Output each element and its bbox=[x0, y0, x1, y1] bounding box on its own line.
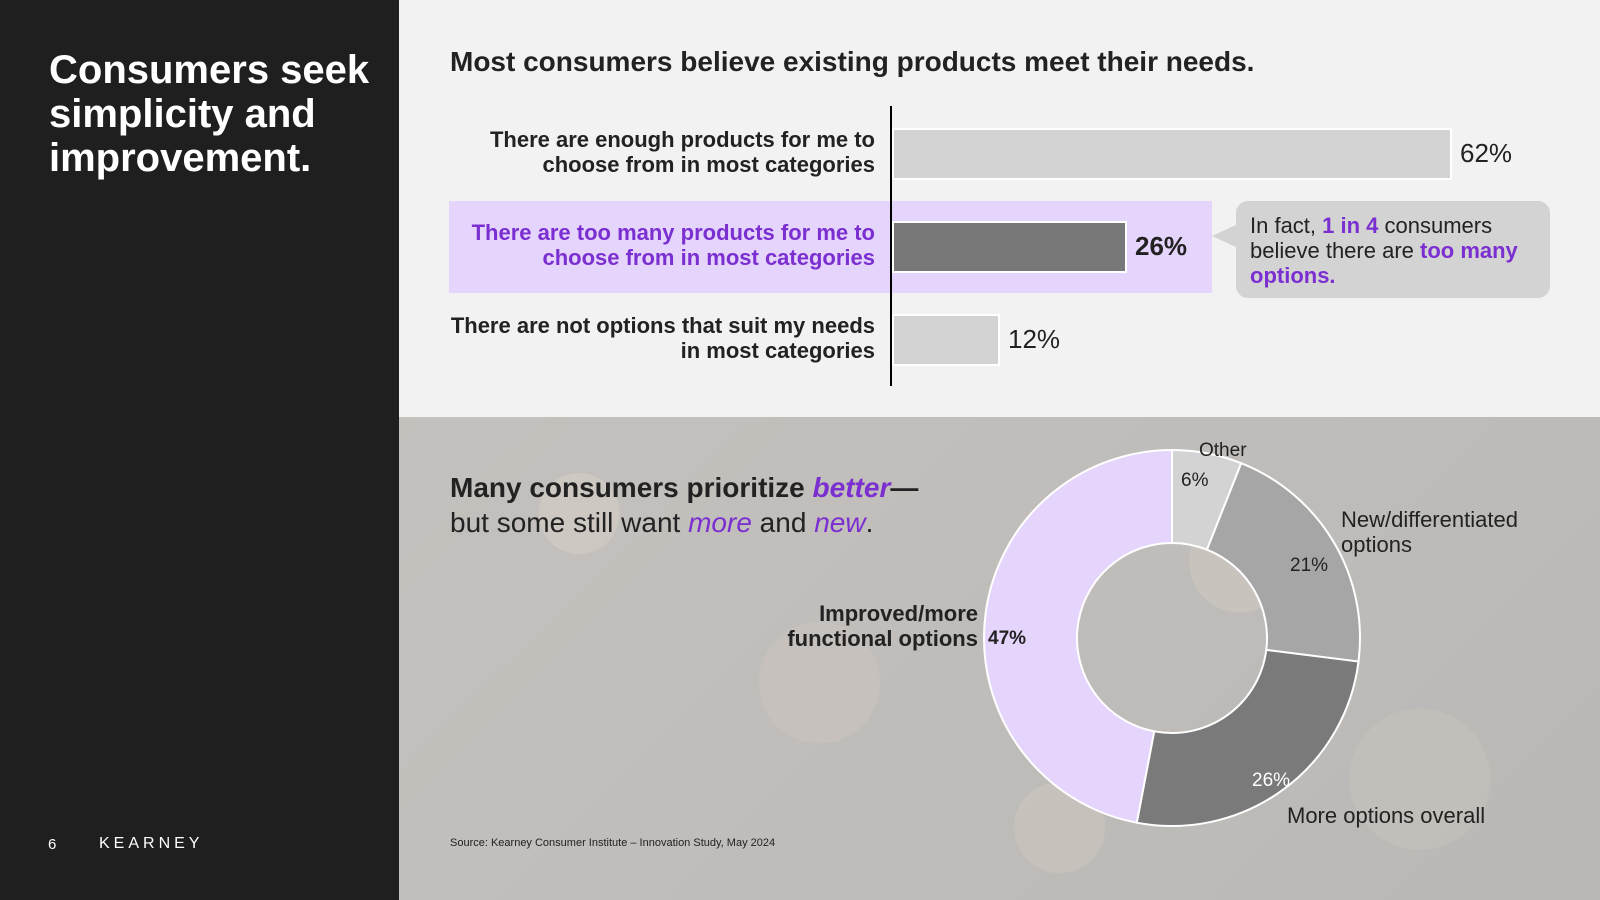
callout-middle: consumers believe there are bbox=[1250, 213, 1493, 263]
donut-category-label: Improved/more functional options bbox=[787, 601, 978, 651]
donut-heading: Many consumers prioritize better— but so… bbox=[450, 470, 918, 540]
bar-axis-line bbox=[890, 106, 892, 386]
donut-slice bbox=[1205, 461, 1361, 663]
donut-category-label: New/differentiated options bbox=[1341, 507, 1518, 557]
callout-accent-options: too many options. bbox=[1250, 238, 1518, 288]
heading-part1: Many consumers prioritize bbox=[450, 472, 813, 503]
donut-value-label: 21% bbox=[1290, 555, 1329, 576]
donut-category-label: More options overall bbox=[1287, 803, 1486, 828]
callout-accent-ratio: 1 in 4 bbox=[1322, 213, 1379, 238]
donut-chart bbox=[983, 448, 1361, 827]
bar bbox=[892, 314, 1000, 366]
heading-part2: but some still want bbox=[450, 507, 689, 538]
bar-chart-title: Most consumers believe existing products… bbox=[450, 46, 1255, 77]
bar-value-label: 12% bbox=[1008, 324, 1061, 354]
donut-slice bbox=[983, 448, 1173, 824]
heading-new: new bbox=[814, 507, 866, 538]
callout-prefix: In fact, bbox=[1250, 213, 1323, 238]
page-number: 6 bbox=[48, 836, 57, 853]
brand-logo: KEARNEY bbox=[99, 835, 204, 852]
bar-category-label: There are enough products for me to choo… bbox=[489, 127, 875, 177]
slide-title: Consumers seek simplicity and improvemen… bbox=[49, 48, 370, 180]
bar bbox=[892, 128, 1452, 180]
source-note: Source: Kearney Consumer Institute – Inn… bbox=[450, 837, 776, 849]
heading-more: more bbox=[688, 507, 752, 538]
bar-category-label: There are too many products for me to ch… bbox=[471, 220, 875, 270]
heading-and: and bbox=[751, 507, 815, 538]
donut-value-label: 47% bbox=[988, 628, 1027, 649]
left-panel bbox=[0, 0, 399, 900]
callout-pointer bbox=[1212, 224, 1238, 248]
bar-value-label: 26% bbox=[1135, 231, 1188, 261]
heading-end: . bbox=[865, 507, 874, 538]
heading-better: better bbox=[812, 472, 891, 503]
bar bbox=[892, 221, 1127, 273]
donut-value-label: 26% bbox=[1252, 770, 1291, 791]
donut-slice bbox=[1135, 648, 1360, 827]
donut-category-label: Other bbox=[1199, 440, 1247, 461]
bar-value-label: 62% bbox=[1460, 138, 1513, 168]
donut-value-label: 6% bbox=[1181, 470, 1209, 491]
callout-box: In fact, 1 in 4 consumers believe there … bbox=[1236, 201, 1550, 298]
bar-category-label: There are not options that suit my needs… bbox=[450, 313, 875, 363]
heading-dash: — bbox=[890, 472, 919, 503]
